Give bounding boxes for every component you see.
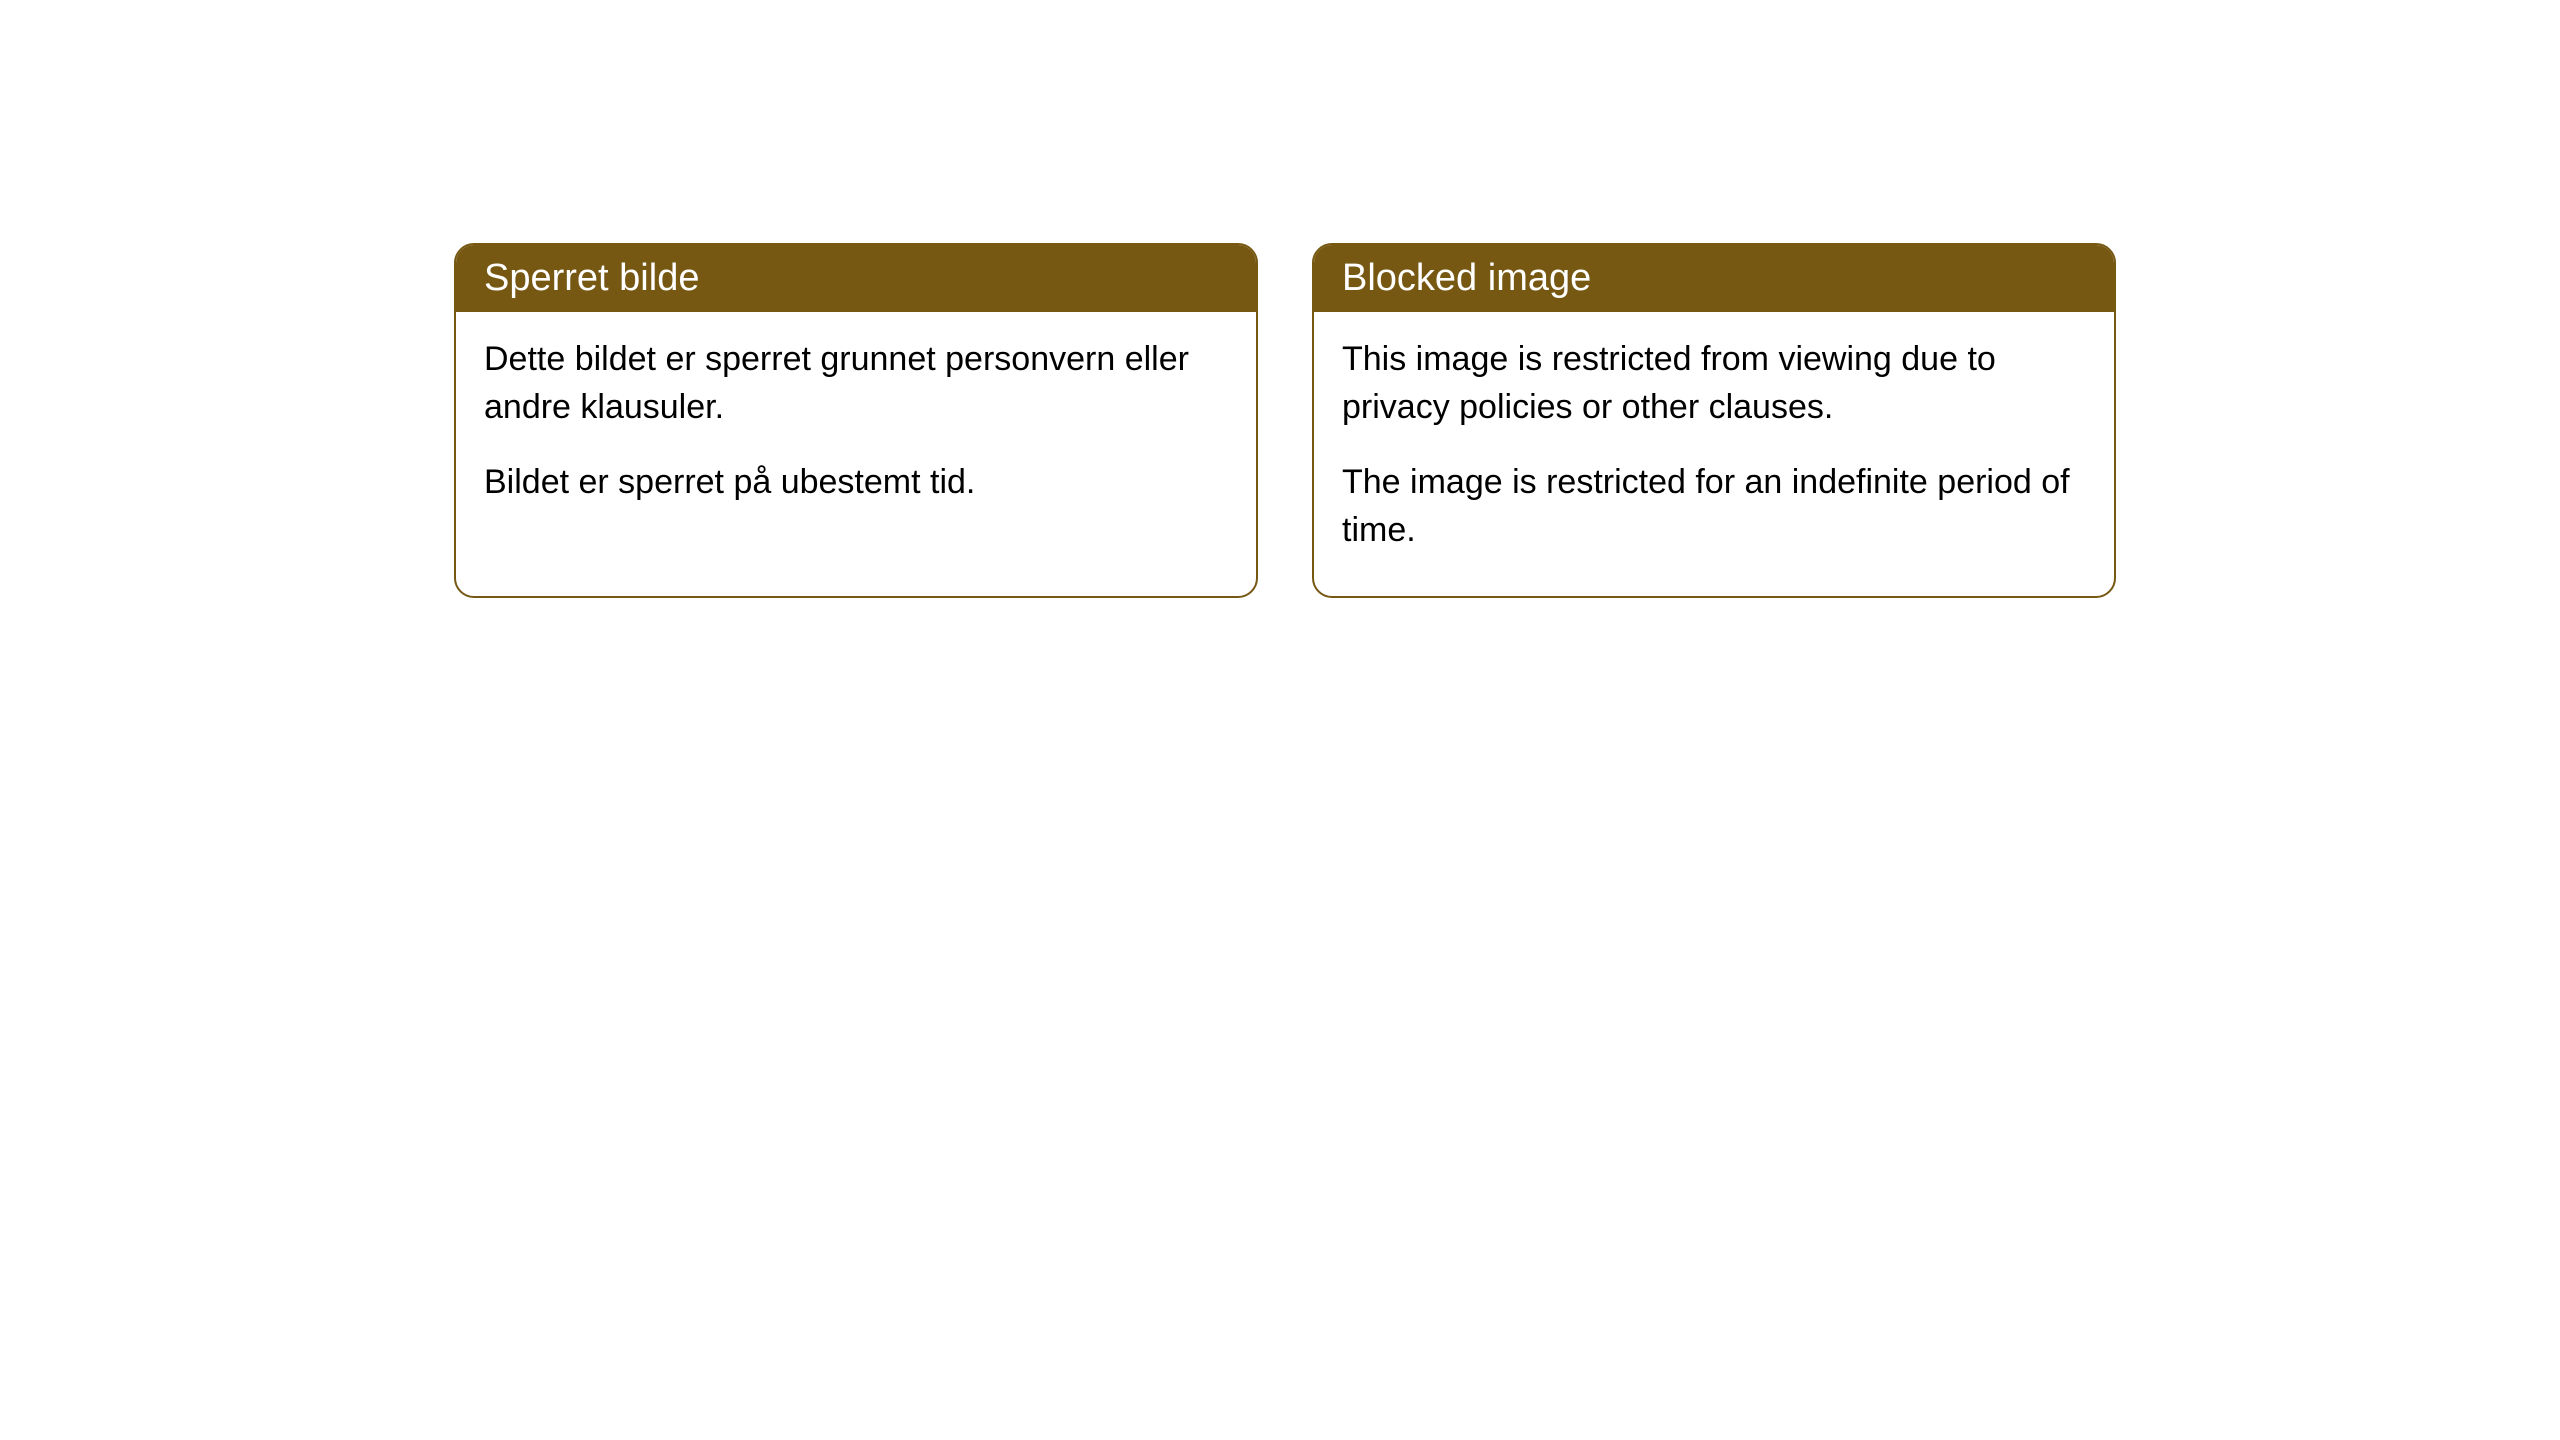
info-card-norwegian: Sperret bilde Dette bildet er sperret gr… [454, 243, 1258, 598]
card-title: Blocked image [1342, 257, 1591, 299]
card-title: Sperret bilde [484, 257, 699, 299]
info-card-english: Blocked image This image is restricted f… [1312, 243, 2116, 598]
card-header: Sperret bilde [456, 245, 1256, 312]
cards-container: Sperret bilde Dette bildet er sperret gr… [454, 243, 2116, 598]
card-body: Dette bildet er sperret grunnet personve… [456, 312, 1256, 549]
card-paragraph-2: The image is restricted for an indefinit… [1342, 459, 2086, 554]
card-paragraph-2: Bildet er sperret på ubestemt tid. [484, 459, 1228, 507]
card-paragraph-1: This image is restricted from viewing du… [1342, 336, 2086, 431]
card-body: This image is restricted from viewing du… [1314, 312, 2114, 596]
card-header: Blocked image [1314, 245, 2114, 312]
card-paragraph-1: Dette bildet er sperret grunnet personve… [484, 336, 1228, 431]
